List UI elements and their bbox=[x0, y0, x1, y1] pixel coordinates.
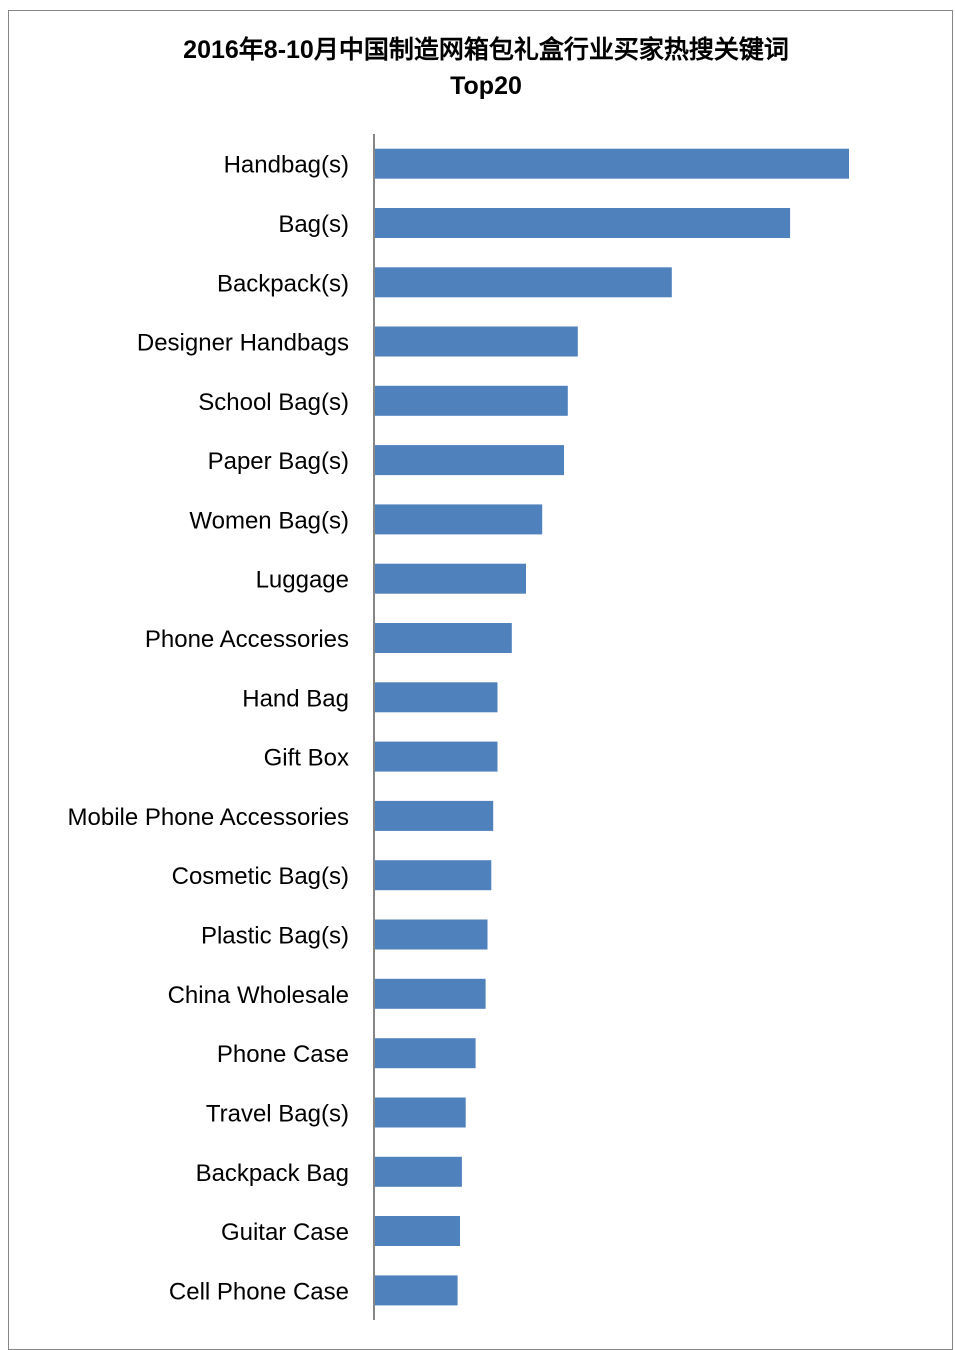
bar-9 bbox=[375, 623, 512, 653]
bar-10 bbox=[375, 682, 498, 713]
bar-20 bbox=[375, 1275, 458, 1306]
bar-4 bbox=[375, 326, 578, 357]
category-labels-layer: Handbag(s) Bag(s) Backpack(s) Designer Hand… bbox=[68, 152, 349, 1306]
category-label-10: Hand Bag bbox=[242, 685, 349, 712]
category-label-9: Phone Accessories bbox=[145, 626, 349, 653]
bar-8 bbox=[375, 563, 526, 594]
bar-3 bbox=[375, 267, 672, 298]
category-label-12: Mobile Phone Accessories bbox=[68, 804, 349, 831]
bar-16 bbox=[375, 1038, 476, 1069]
bar-7 bbox=[375, 504, 543, 535]
category-label-15: China Wholesale bbox=[168, 982, 349, 1009]
bars-layer bbox=[375, 148, 849, 1306]
category-label-5: School Bag(s) bbox=[198, 389, 349, 416]
bar-19 bbox=[375, 1216, 460, 1246]
category-label-7: Women Bag(s) bbox=[189, 507, 349, 534]
category-label-20: Cell Phone Case bbox=[169, 1278, 349, 1305]
bar-2 bbox=[375, 208, 791, 238]
category-label-19: Guitar Case bbox=[221, 1219, 349, 1246]
category-label-2: Bag(s) bbox=[278, 211, 349, 238]
bar-12 bbox=[375, 800, 494, 831]
category-label-1: Handbag(s) bbox=[224, 152, 349, 179]
category-label-6: Paper Bag(s) bbox=[208, 448, 349, 475]
bar-1 bbox=[375, 148, 849, 179]
chart-title: 2016年8-10月中国制造网箱包礼盒行业买家热搜关键词 bbox=[183, 36, 789, 64]
bar-18 bbox=[375, 1156, 462, 1187]
category-label-16: Phone Case bbox=[217, 1041, 349, 1068]
category-label-13: Cosmetic Bag(s) bbox=[172, 863, 349, 890]
chart-subtitle: Top20 bbox=[450, 72, 522, 100]
category-label-11: Gift Box bbox=[264, 745, 349, 772]
bar-6 bbox=[375, 445, 564, 476]
bar-17 bbox=[375, 1097, 466, 1128]
bar-5 bbox=[375, 385, 568, 416]
chart-title-block: 2016年8-10月中国制造网箱包礼盒行业买家热搜关键词 Top20 bbox=[0, 32, 955, 104]
category-label-17: Travel Bag(s) bbox=[206, 1101, 349, 1128]
bar-15 bbox=[375, 978, 486, 1009]
category-label-18: Backpack Bag bbox=[196, 1160, 349, 1187]
category-label-3: Backpack(s) bbox=[217, 270, 349, 297]
category-label-8: Luggage bbox=[256, 567, 349, 594]
bar-13 bbox=[375, 860, 492, 891]
category-label-4: Designer Handbags bbox=[137, 330, 349, 357]
bar-14 bbox=[375, 919, 488, 950]
category-label-14: Plastic Bag(s) bbox=[201, 923, 349, 950]
bar-11 bbox=[375, 741, 498, 772]
